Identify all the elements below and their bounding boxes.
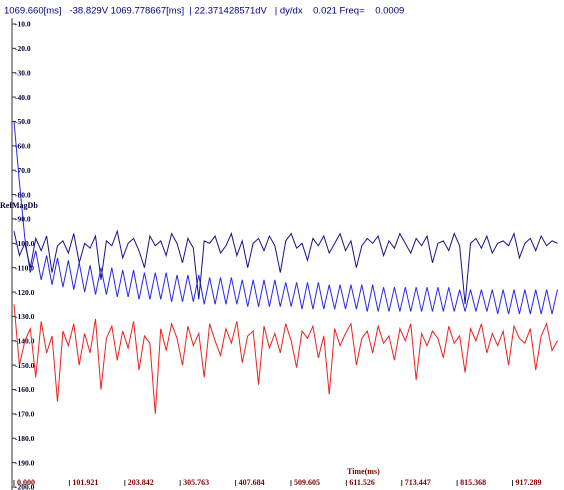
x-tick-label: 917.289 — [516, 478, 542, 487]
y-tick-label: -60.0 — [15, 142, 31, 151]
y-axis-label: RefMagDb — [0, 201, 38, 210]
y-tick-label: -150.0 — [15, 361, 35, 370]
y-tick-label: -50.0 — [15, 117, 31, 126]
y-tick-label: -130.0 — [15, 312, 35, 321]
y-tick-label: -200.0 — [15, 483, 35, 490]
y-tick-label: -180.0 — [15, 434, 35, 443]
y-tick-label: -10.0 — [15, 20, 31, 29]
x-tick-label: 509.605 — [294, 478, 320, 487]
y-tick-label: -170.0 — [15, 410, 35, 419]
chart-title: 1069.660[ms] -38.829V 1069.778667[ms] | … — [4, 6, 404, 17]
y-tick-label: -20.0 — [15, 44, 31, 53]
x-tick-label: 713.447 — [405, 478, 431, 487]
y-tick-label: -110.0 — [15, 263, 34, 272]
x-tick-label: 407.684 — [239, 478, 265, 487]
x-tick-label: 815.368 — [460, 478, 486, 487]
y-tick-label: -120.0 — [15, 288, 35, 297]
x-tick-label: 611.526 — [349, 478, 375, 487]
x-tick-label: 101.921 — [72, 478, 98, 487]
series-line — [13, 229, 558, 305]
y-tick-label: -190.0 — [15, 458, 35, 467]
series-line — [13, 121, 558, 315]
y-tick-label: -40.0 — [15, 93, 31, 102]
y-tick-label: -30.0 — [15, 68, 31, 77]
y-tick-label: -160.0 — [15, 385, 35, 394]
x-tick-label: 0.000 — [17, 478, 35, 487]
series-line — [13, 304, 558, 414]
x-tick-label: 203.842 — [128, 478, 154, 487]
x-tick-label: 305.763 — [183, 478, 209, 487]
x-axis-label: Time(ms) — [347, 467, 380, 476]
y-tick-label: -80.0 — [15, 190, 31, 199]
y-tick-label: -70.0 — [15, 166, 31, 175]
